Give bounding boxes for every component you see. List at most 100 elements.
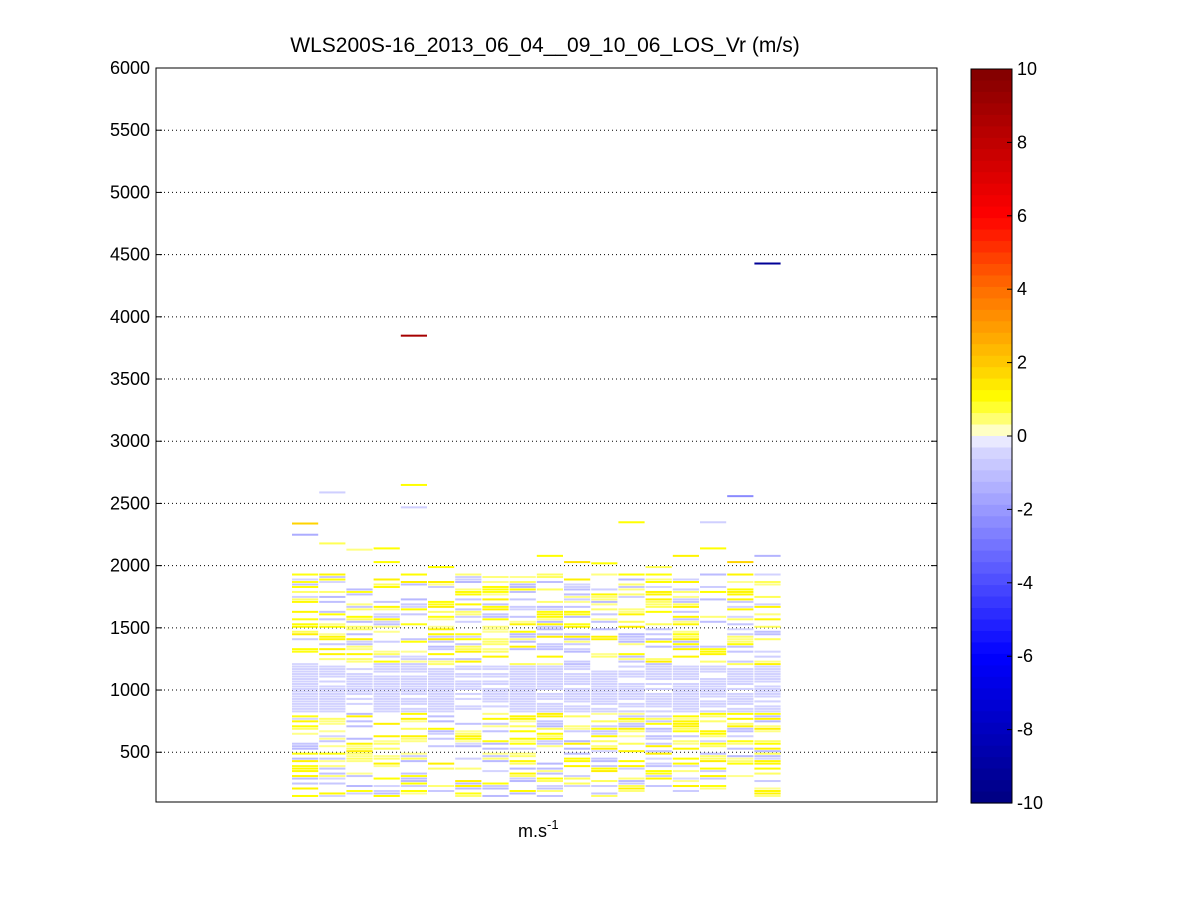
heatmap-cell [319, 635, 346, 638]
colorbar-band [971, 424, 1012, 437]
heatmap-cell [564, 678, 591, 681]
heatmap-cell [591, 710, 618, 713]
heatmap-cell [455, 792, 482, 795]
heatmap-cell [536, 687, 563, 690]
heatmap-cell [455, 610, 482, 613]
heatmap-cell [346, 737, 373, 740]
heatmap-cell [346, 752, 373, 755]
heatmap-cell [672, 678, 699, 681]
heatmap-cell [400, 735, 427, 738]
heatmap-cell [319, 610, 346, 613]
colorbar-band [971, 757, 1012, 770]
heatmap-cell [509, 710, 536, 713]
heatmap-cell [536, 670, 563, 673]
colorbar-tick-label: -8 [1017, 720, 1033, 740]
heatmap-cell [319, 680, 346, 683]
heatmap-cell [672, 700, 699, 703]
heatmap-cell [645, 695, 672, 698]
heatmap-cell [754, 595, 781, 598]
y-tick-label: 5000 [110, 182, 150, 202]
heatmap-cell [509, 683, 536, 686]
heatmap-cell [564, 585, 591, 588]
heatmap-cell [754, 792, 781, 795]
heatmap-cell [727, 678, 754, 681]
heatmap-cell [319, 735, 346, 738]
heatmap-cell [591, 760, 618, 763]
colorbar-band [971, 149, 1012, 162]
heatmap-cell [292, 717, 319, 720]
heatmap-cell [346, 742, 373, 745]
heatmap-cell [455, 680, 482, 683]
colorbar-band [971, 80, 1012, 93]
heatmap-cell [536, 576, 563, 579]
heatmap-cell [700, 645, 727, 648]
heatmap-cell [564, 775, 591, 778]
heatmap-cell [428, 785, 455, 788]
heatmap-cell [428, 668, 455, 671]
heatmap-cell [455, 785, 482, 788]
heatmap-cell [428, 707, 455, 710]
colorbar-band [971, 241, 1012, 254]
colorbar-band [971, 309, 1012, 322]
heatmap-cell [536, 678, 563, 681]
heatmap-cell [455, 737, 482, 740]
heatmap-cell [482, 590, 509, 593]
heatmap-cell [591, 595, 618, 598]
heatmap-cell [455, 787, 482, 790]
heatmap-cell [455, 593, 482, 596]
heatmap-cell [482, 742, 509, 745]
heatmap-cell [428, 640, 455, 643]
heatmap-cell [536, 697, 563, 700]
heatmap-cell [319, 633, 346, 636]
heatmap-cell [727, 633, 754, 636]
heatmap-cell [428, 605, 455, 608]
heatmap-cell [645, 700, 672, 703]
heatmap-cell [672, 742, 699, 745]
heatmap-cell [373, 655, 400, 658]
heatmap-cell [618, 767, 645, 770]
heatmap-cell [645, 593, 672, 596]
heatmap-cell [346, 620, 373, 623]
heatmap-cell [754, 685, 781, 688]
heatmap-cell [373, 700, 400, 703]
heatmap-cell [645, 585, 672, 588]
heatmap-cell [645, 600, 672, 603]
heatmap-cell [564, 757, 591, 760]
heatmap-cell [509, 792, 536, 795]
heatmap-cell [754, 760, 781, 763]
heatmap-cell [346, 640, 373, 643]
colorbar-tick-label: 2 [1017, 353, 1027, 373]
heatmap-cell [700, 742, 727, 745]
heatmap-cell [509, 742, 536, 745]
colorbar-band [971, 699, 1012, 712]
heatmap-cell [373, 705, 400, 708]
colorbar-band [971, 504, 1012, 517]
heatmap-cell [700, 687, 727, 690]
heatmap-cell [292, 702, 319, 705]
heatmap-cell [591, 598, 618, 601]
colorbar-band [971, 229, 1012, 242]
heatmap-cell [346, 605, 373, 608]
heatmap-cell [700, 585, 727, 588]
heatmap-cell [428, 678, 455, 681]
heatmap-cell [672, 717, 699, 720]
heatmap-cell [564, 600, 591, 603]
colorbar-tick-label: -4 [1017, 573, 1033, 593]
heatmap-cell [373, 762, 400, 765]
heatmap-cell [292, 794, 319, 797]
heatmap-cell [536, 635, 563, 638]
heatmap-cell [346, 775, 373, 778]
heatmap-cell [672, 757, 699, 760]
heatmap-cell [672, 635, 699, 638]
colorbar-band [971, 91, 1012, 105]
heatmap-cell [455, 613, 482, 616]
heatmap-cell [564, 638, 591, 641]
colorbar-band [971, 688, 1012, 701]
heatmap-cell [373, 697, 400, 700]
heatmap-cell [319, 675, 346, 678]
heatmap-cell [400, 670, 427, 673]
heatmap-cell [591, 735, 618, 738]
colorbar: 10 8 6 4 2 0 -2 -4 -6 -8 -10 [970, 59, 1043, 813]
heatmap-cell [400, 757, 427, 760]
heatmap-cell [727, 717, 754, 720]
